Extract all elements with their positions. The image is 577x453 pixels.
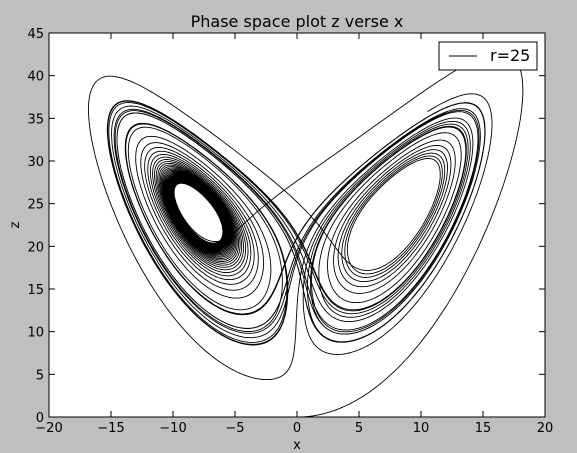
tick-layer: −20 −15 −10 −5 0 5 10 15 20 0 5 10 15 20 25 30 35 40 45 <box>27 27 553 436</box>
x-axis-label: x <box>293 438 301 453</box>
x-tick-label: −15 <box>97 421 124 436</box>
legend: r=25 <box>438 41 538 71</box>
x-tick-label: −5 <box>225 421 244 436</box>
x-tick-label: 20 <box>537 421 554 436</box>
y-tick-label: 45 <box>27 27 44 42</box>
x-tick-label: −20 <box>35 421 62 436</box>
x-tick-label: 15 <box>475 421 492 436</box>
y-tick-label: 5 <box>36 368 44 383</box>
legend-label: r=25 <box>490 46 530 65</box>
x-tick-label: 0 <box>293 421 301 436</box>
y-tick-label: 10 <box>27 326 44 341</box>
y-tick-label: 40 <box>27 70 44 85</box>
y-tick-label: 25 <box>27 198 44 213</box>
plot-area <box>49 33 545 417</box>
chart-title: Phase space plot z verse x <box>191 12 404 31</box>
y-axis-label: z <box>8 221 23 228</box>
y-tick-label: 0 <box>36 411 44 426</box>
y-tick-label: 15 <box>27 283 44 298</box>
x-tick-label: 5 <box>355 421 363 436</box>
y-tick-label: 35 <box>27 112 44 127</box>
x-tick-label: 10 <box>413 421 430 436</box>
x-tick-label: −10 <box>159 421 186 436</box>
y-tick-label: 30 <box>27 155 44 170</box>
trajectory-layer <box>87 52 524 418</box>
y-tick-label: 20 <box>27 240 44 255</box>
series-line-trajectory <box>87 52 524 418</box>
